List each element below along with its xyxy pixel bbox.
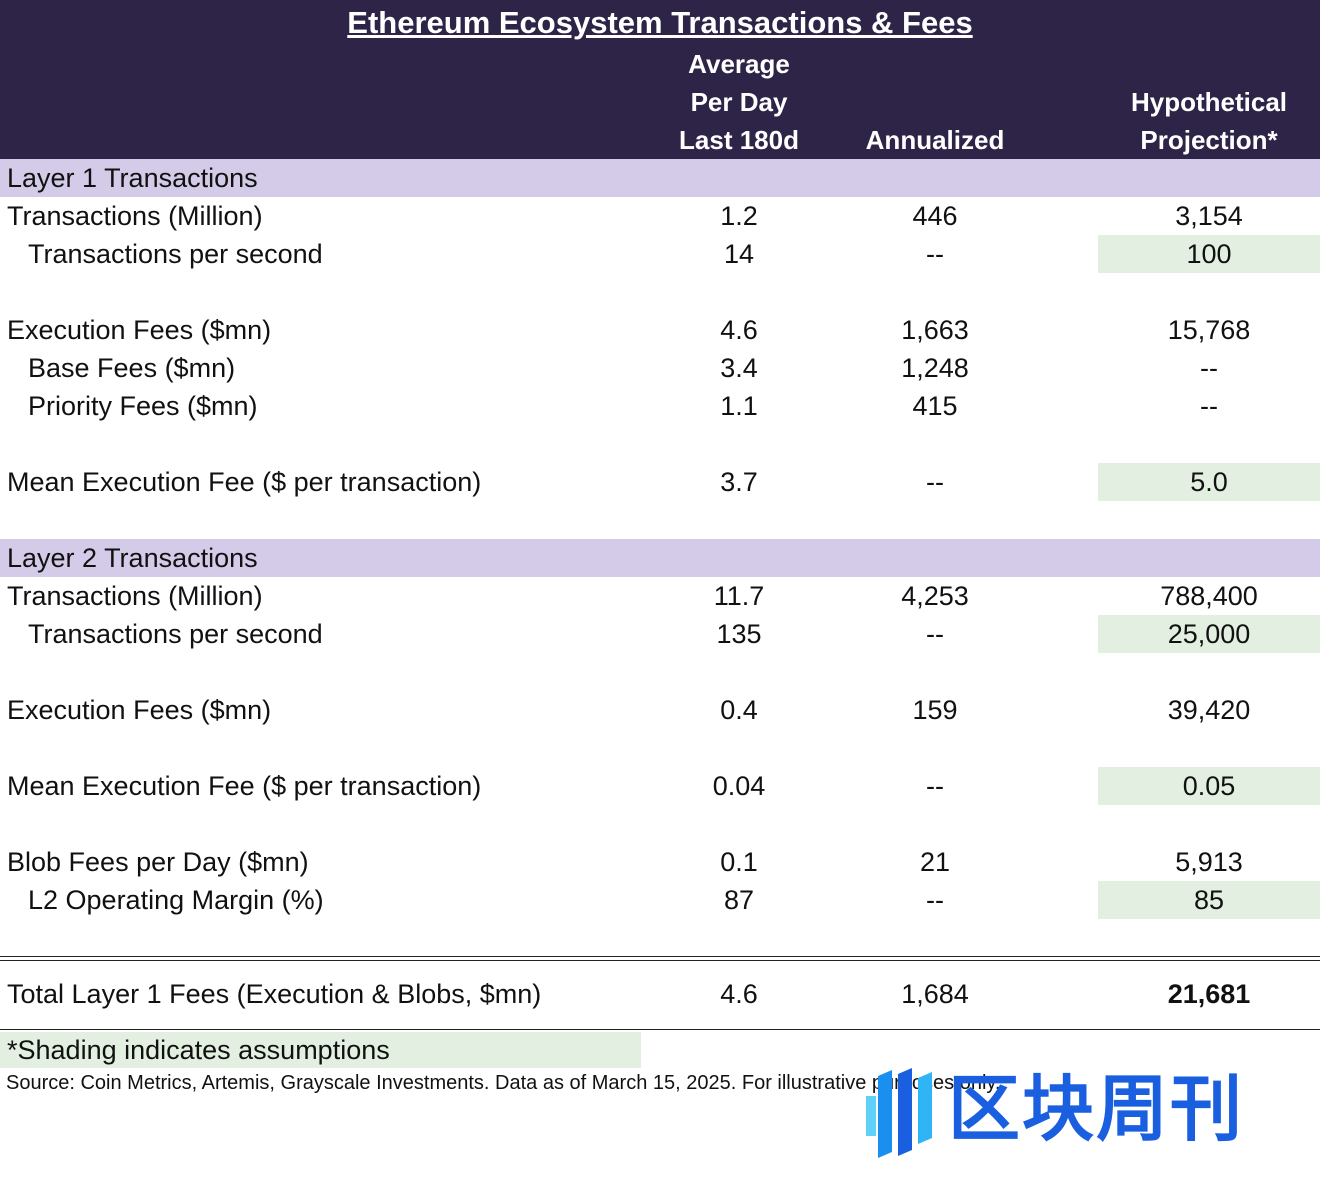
cell-average: 0.1 — [720, 847, 758, 877]
cell-annualized: -- — [926, 885, 944, 915]
row-label: Priority Fees ($mn) — [28, 391, 258, 421]
shading-note: *Shading indicates assumptions — [0, 1032, 641, 1068]
cell-annualized: 415 — [912, 391, 958, 421]
cell-average: 3.4 — [720, 353, 758, 383]
total-bottom-rule — [0, 1029, 1320, 1030]
cell-annualized: 1,663 — [901, 315, 969, 345]
cell-projection: 3,154 — [1175, 201, 1243, 231]
cell-annualized: -- — [926, 239, 944, 269]
cell-projection-total: 21,681 — [1167, 979, 1251, 1009]
cell-annualized: 1,248 — [901, 353, 969, 383]
cell-projection-assumption: 5.0 — [1098, 463, 1320, 501]
section-layer2: Layer 2 Transactions — [0, 539, 1320, 577]
cell-annualized: 159 — [912, 695, 958, 725]
cell-annualized: 21 — [919, 847, 951, 877]
cell-annualized: -- — [926, 771, 944, 801]
row-label: Transactions (Million) — [7, 581, 263, 611]
cell-projection: 15,768 — [1167, 315, 1251, 345]
cell-projection: -- — [1200, 353, 1218, 383]
cell-projection: 39,420 — [1167, 695, 1251, 725]
cell-projection-assumption: 0.05 — [1098, 767, 1320, 805]
section-layer1: Layer 1 Transactions — [0, 159, 1320, 197]
section-label: Layer 2 Transactions — [7, 543, 258, 573]
table-row: Base Fees ($mn) 3.4 1,248 -- — [0, 349, 1320, 387]
row-label: Transactions per second — [28, 239, 323, 269]
table-row: Transactions per second 14 -- 100 — [0, 235, 1320, 273]
section-label: Layer 1 Transactions — [7, 163, 258, 193]
cell-annualized: 446 — [912, 201, 958, 231]
cell-projection-assumption: 25,000 — [1098, 615, 1320, 653]
header-hypothetical-projection: Hypothetical Projection* — [1130, 87, 1288, 155]
cell-annualized: 4,253 — [901, 581, 969, 611]
table-row: Mean Execution Fee ($ per transaction) 0… — [0, 767, 1320, 805]
table-row: Execution Fees ($mn) 0.4 159 39,420 — [0, 691, 1320, 729]
total-row: Total Layer 1 Fees (Execution & Blobs, $… — [0, 975, 1320, 1013]
cell-average: 0.04 — [712, 771, 766, 801]
row-label: Total Layer 1 Fees (Execution & Blobs, $… — [7, 979, 542, 1009]
total-top-rule — [0, 956, 1320, 957]
row-label: Blob Fees per Day ($mn) — [7, 847, 309, 877]
cell-average: 11.7 — [713, 581, 765, 611]
cell-average: 135 — [716, 619, 762, 649]
row-label: L2 Operating Margin (%) — [28, 885, 324, 915]
cell-annualized: 1,684 — [901, 979, 969, 1009]
cell-projection-assumption: 85 — [1098, 881, 1320, 919]
cell-average: 0.4 — [720, 695, 758, 725]
table-row: L2 Operating Margin (%) 87 -- 85 — [0, 881, 1320, 919]
cell-annualized: -- — [926, 467, 944, 497]
cell-average: 4.6 — [720, 315, 758, 345]
cell-average: 3.7 — [720, 467, 758, 497]
cell-projection: 788,400 — [1160, 581, 1258, 611]
cell-projection: 5,913 — [1175, 847, 1243, 877]
table-row: Transactions (Million) 11.7 4,253 788,40… — [0, 577, 1320, 615]
cell-average: 14 — [723, 239, 755, 269]
watermark: 区块周刊 — [850, 1060, 1300, 1160]
row-label: Mean Execution Fee ($ per transaction) — [7, 771, 482, 801]
header-average-per-day: Average Per Day Last 180d — [679, 49, 799, 155]
row-label: Execution Fees ($mn) — [7, 315, 272, 345]
cell-projection-assumption: 100 — [1098, 235, 1320, 273]
row-label: Base Fees ($mn) — [28, 353, 236, 383]
table-row: Priority Fees ($mn) 1.1 415 -- — [0, 387, 1320, 425]
watermark-logo-icon — [866, 1068, 932, 1158]
row-label: Transactions (Million) — [7, 201, 263, 231]
table-row: Execution Fees ($mn) 4.6 1,663 15,768 — [0, 311, 1320, 349]
total-top-rule-2 — [0, 960, 1320, 961]
row-label: Transactions per second — [28, 619, 323, 649]
table-row: Mean Execution Fee ($ per transaction) 3… — [0, 463, 1320, 501]
cell-average: 1.2 — [720, 201, 758, 231]
cell-projection: -- — [1200, 391, 1218, 421]
watermark-text: 区块周刊 — [948, 1070, 1245, 1150]
table-row: Transactions per second 135 -- 25,000 — [0, 615, 1320, 653]
cell-average: 1.1 — [720, 391, 758, 421]
row-label: Execution Fees ($mn) — [7, 695, 272, 725]
cell-annualized: -- — [926, 619, 944, 649]
source-text: Source: Coin Metrics, Artemis, Grayscale… — [6, 1072, 1001, 1094]
cell-average: 4.6 — [720, 979, 758, 1009]
table-row: Blob Fees per Day ($mn) 0.1 21 5,913 — [0, 843, 1320, 881]
header-annualized: Annualized — [865, 125, 1005, 155]
row-label: Mean Execution Fee ($ per transaction) — [7, 467, 482, 497]
table-title: Ethereum Ecosystem Transactions & Fees — [347, 5, 973, 40]
table-header: Ethereum Ecosystem Transactions & Fees A… — [0, 0, 1320, 159]
table-row: Transactions (Million) 1.2 446 3,154 — [0, 197, 1320, 235]
cell-average: 87 — [723, 885, 755, 915]
